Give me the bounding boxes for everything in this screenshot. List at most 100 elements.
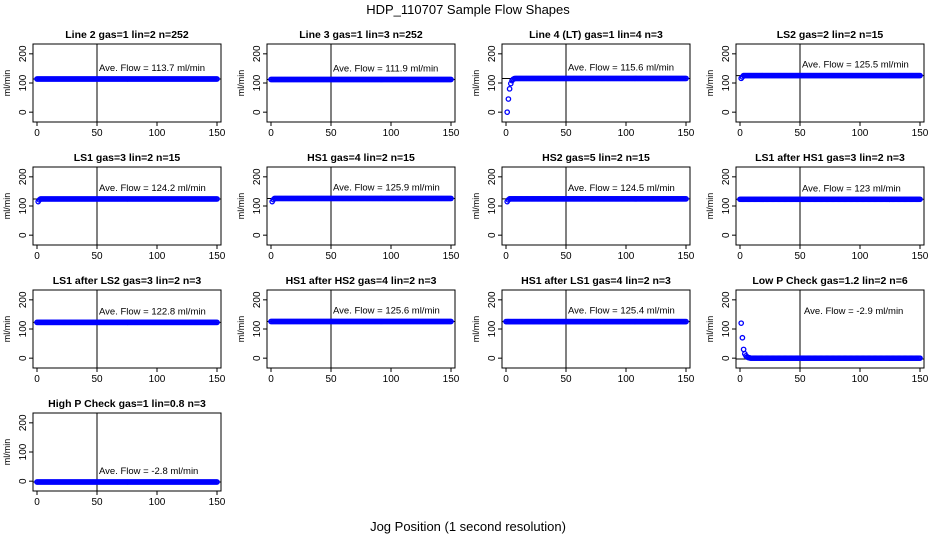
figure-x-label: Jog Position (1 second resolution) bbox=[370, 519, 566, 534]
x-tick-label: 0 bbox=[34, 251, 40, 262]
figure-title: HDP_110707 Sample Flow Shapes bbox=[366, 2, 570, 17]
data-point bbox=[683, 196, 689, 202]
y-tick-label: 200 bbox=[18, 45, 29, 62]
plot-frame bbox=[32, 43, 222, 123]
average-flow-annotation: Ave. Flow = 125.9 ml/min bbox=[333, 182, 440, 193]
x-tick-label: 0 bbox=[34, 374, 40, 385]
y-tick-label: 0 bbox=[487, 109, 498, 115]
data-point bbox=[214, 319, 220, 326]
y-tick-label: 0 bbox=[487, 232, 498, 238]
data-point bbox=[214, 479, 220, 485]
y-tick-label: 200 bbox=[487, 291, 498, 308]
x-tick-label: 50 bbox=[325, 251, 337, 262]
y-tick-label: 100 bbox=[721, 320, 732, 337]
y-tick-label: 200 bbox=[721, 168, 732, 185]
y-axis-label: ml/min bbox=[471, 193, 481, 220]
x-tick-label: 100 bbox=[149, 374, 166, 385]
data-points bbox=[268, 76, 454, 83]
data-points bbox=[269, 195, 454, 205]
panel-title: High P Check gas=1 lin=0.8 n=3 bbox=[48, 398, 206, 410]
x-tick-label: 50 bbox=[560, 374, 572, 385]
y-tick-label: 0 bbox=[721, 355, 732, 361]
average-flow-annotation: Ave. Flow = 125.6 ml/min bbox=[333, 306, 440, 317]
panel-title: Line 2 gas=1 lin=2 n=252 bbox=[65, 29, 189, 41]
data-points bbox=[35, 196, 220, 205]
y-tick-label: 200 bbox=[721, 291, 732, 308]
average-flow-annotation: Ave. Flow = 124.2 ml/min bbox=[99, 183, 206, 194]
y-tick-label: 100 bbox=[721, 74, 732, 91]
x-tick-label: 50 bbox=[91, 251, 103, 262]
panel-11: HS1 after LS1 gas=4 lin=2 n=3 0 50 100 150 0 1… bbox=[471, 275, 695, 385]
y-tick-label: 100 bbox=[18, 443, 29, 460]
x-tick-label: 0 bbox=[737, 128, 743, 139]
x-tick-label: 0 bbox=[268, 374, 274, 385]
y-tick-label: 200 bbox=[252, 291, 263, 308]
x-tick-label: 150 bbox=[912, 251, 929, 262]
data-points bbox=[738, 320, 923, 362]
x-tick-label: 150 bbox=[209, 128, 226, 139]
panel-10: HS1 after HS2 gas=4 lin=2 n=3 0 50 100 150 0 1… bbox=[236, 275, 460, 385]
data-point bbox=[448, 195, 454, 202]
x-tick-label: 100 bbox=[618, 374, 635, 385]
plot-frame bbox=[501, 289, 691, 369]
y-tick-label: 0 bbox=[721, 109, 732, 115]
y-axis-label: ml/min bbox=[705, 316, 715, 343]
x-tick-label: 150 bbox=[443, 374, 460, 385]
y-tick-label: 100 bbox=[487, 74, 498, 91]
y-tick-label: 0 bbox=[721, 232, 732, 238]
x-tick-label: 100 bbox=[383, 251, 400, 262]
data-points bbox=[34, 479, 220, 485]
x-tick-label: 100 bbox=[852, 374, 869, 385]
panel-title: Line 3 gas=1 lin=3 n=252 bbox=[299, 29, 423, 41]
data-points bbox=[268, 318, 454, 325]
panel-title: HS1 gas=4 lin=2 n=15 bbox=[307, 152, 415, 164]
y-tick-label: 100 bbox=[252, 74, 263, 91]
average-flow-annotation: Ave. Flow = 125.5 ml/min bbox=[802, 60, 909, 71]
average-flow-annotation: Ave. Flow = 113.7 ml/min bbox=[99, 63, 205, 74]
y-tick-label: 0 bbox=[252, 109, 263, 115]
plot-frame bbox=[266, 289, 456, 369]
plot-frame bbox=[266, 43, 456, 123]
x-tick-label: 150 bbox=[678, 374, 695, 385]
panel-4: LS2 gas=2 lin=2 n=15 0 50 100 150 0 100 200 ml/m… bbox=[705, 29, 929, 139]
plot-frame bbox=[32, 289, 222, 369]
data-point bbox=[738, 320, 745, 327]
data-point bbox=[683, 318, 689, 325]
average-flow-annotation: Ave. Flow = 123 ml/min bbox=[802, 183, 901, 194]
data-points bbox=[34, 319, 220, 326]
panel-grid: Line 2 gas=1 lin=2 n=252 0 50 100 150 0 100 200… bbox=[2, 29, 929, 508]
data-points bbox=[738, 72, 923, 82]
y-tick-label: 0 bbox=[487, 355, 498, 361]
data-point bbox=[917, 72, 923, 79]
data-point bbox=[214, 196, 220, 202]
x-tick-label: 150 bbox=[209, 251, 226, 262]
x-tick-label: 150 bbox=[443, 251, 460, 262]
x-tick-label: 50 bbox=[325, 128, 337, 139]
y-tick-label: 0 bbox=[18, 232, 29, 238]
y-tick-label: 0 bbox=[18, 355, 29, 361]
data-point bbox=[507, 80, 514, 87]
data-points bbox=[504, 75, 689, 116]
x-tick-label: 0 bbox=[737, 374, 743, 385]
panel-2: Line 3 gas=1 lin=3 n=252 0 50 100 150 0 100 200… bbox=[236, 29, 460, 139]
y-axis-label: ml/min bbox=[705, 70, 715, 97]
y-axis-label: ml/min bbox=[2, 70, 12, 97]
y-tick-label: 200 bbox=[252, 45, 263, 62]
y-tick-label: 0 bbox=[18, 109, 29, 115]
x-tick-label: 100 bbox=[383, 374, 400, 385]
plot-frame bbox=[501, 43, 691, 123]
y-tick-label: 100 bbox=[252, 197, 263, 214]
y-tick-label: 200 bbox=[18, 414, 29, 431]
plot-frame bbox=[735, 166, 925, 246]
y-tick-label: 0 bbox=[18, 478, 29, 484]
x-tick-label: 50 bbox=[560, 251, 572, 262]
y-tick-label: 200 bbox=[487, 168, 498, 185]
panel-6: HS1 gas=4 lin=2 n=15 0 50 100 150 0 100 200 ml/m… bbox=[236, 152, 460, 262]
x-tick-label: 0 bbox=[34, 497, 40, 508]
data-point bbox=[448, 318, 454, 325]
average-flow-annotation: Ave. Flow = -2.8 ml/min bbox=[99, 466, 198, 477]
average-flow-annotation: Ave. Flow = -2.9 ml/min bbox=[804, 306, 903, 317]
x-tick-label: 100 bbox=[618, 251, 635, 262]
panel-title: LS2 gas=2 lin=2 n=15 bbox=[777, 29, 884, 41]
